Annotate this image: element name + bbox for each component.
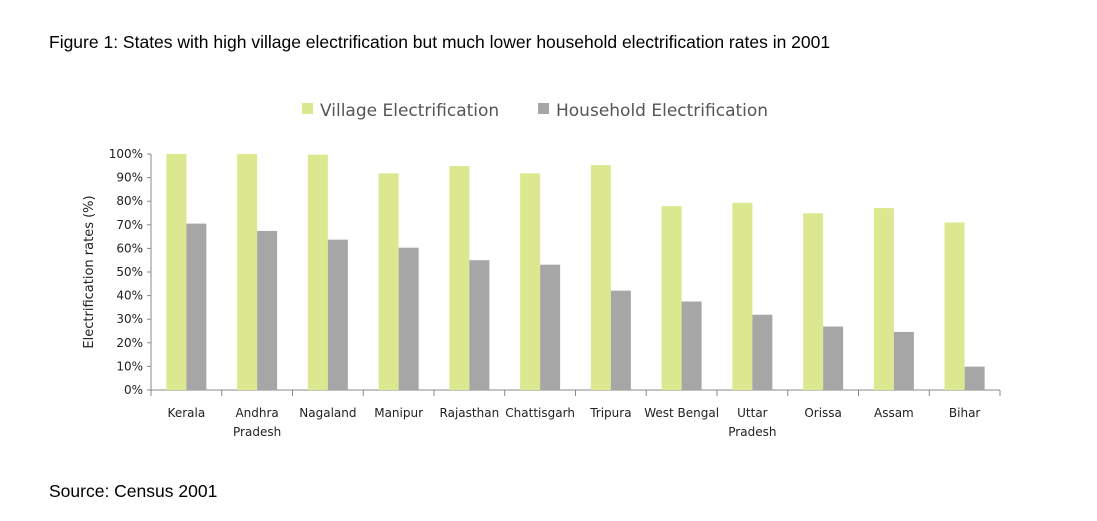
x-category-label: Nagaland bbox=[299, 406, 356, 420]
bar-household-electrification bbox=[610, 290, 631, 390]
y-tick-label: 70% bbox=[116, 218, 143, 232]
bar-village-electrification bbox=[378, 173, 399, 390]
y-tick-label: 90% bbox=[116, 171, 143, 185]
bar-village-electrification bbox=[873, 208, 894, 390]
y-tick-label: 40% bbox=[116, 289, 143, 303]
legend-swatch bbox=[538, 103, 549, 114]
bar-household-electrification bbox=[398, 247, 419, 390]
x-category-label: Kerala bbox=[168, 406, 206, 420]
y-axis-label: Electrification rates (%) bbox=[82, 195, 97, 348]
x-category-label: Uttar bbox=[737, 406, 768, 420]
source-note: Source: Census 2001 bbox=[49, 481, 218, 501]
y-tick-label: 50% bbox=[116, 265, 143, 279]
x-category-label: Pradesh bbox=[728, 425, 776, 439]
bar-household-electrification bbox=[540, 264, 561, 390]
bar-household-electrification bbox=[469, 260, 490, 390]
bar-village-electrification bbox=[944, 222, 965, 390]
legend-swatch bbox=[302, 103, 313, 114]
x-category-label: West Bengal bbox=[644, 406, 719, 420]
bar-household-electrification bbox=[823, 326, 844, 390]
bar-village-electrification bbox=[732, 202, 753, 390]
bar-household-electrification bbox=[964, 366, 985, 390]
y-tick-label: 100% bbox=[109, 147, 143, 161]
bar-village-electrification bbox=[449, 166, 470, 390]
legend-label: Household Electrification bbox=[556, 101, 768, 121]
bar-household-electrification bbox=[893, 331, 914, 390]
y-tick-label: 30% bbox=[116, 312, 143, 326]
y-tick-label: 0% bbox=[124, 383, 143, 397]
y-tick-label: 20% bbox=[116, 336, 143, 350]
x-category-label: Chattisgarh bbox=[505, 406, 575, 420]
x-category-label: Tripura bbox=[589, 406, 631, 420]
bar-village-electrification bbox=[590, 165, 611, 390]
x-category-label: Orissa bbox=[804, 406, 842, 420]
y-tick-label: 80% bbox=[116, 194, 143, 208]
bar-household-electrification bbox=[327, 239, 348, 390]
bar-village-electrification bbox=[307, 154, 328, 390]
y-tick-label: 60% bbox=[116, 241, 143, 255]
x-category-label: Rajasthan bbox=[440, 406, 500, 420]
bar-household-electrification bbox=[681, 301, 702, 390]
x-category-label: Bihar bbox=[949, 406, 981, 420]
bar-village-electrification bbox=[166, 154, 187, 390]
figure-title: Figure 1: States with high village elect… bbox=[49, 32, 831, 52]
bar-household-electrification bbox=[257, 230, 278, 390]
bar-village-electrification bbox=[803, 213, 824, 390]
legend-label: Village Electrification bbox=[320, 101, 499, 121]
bar-household-electrification bbox=[752, 314, 773, 390]
x-category-label: Pradesh bbox=[233, 425, 281, 439]
bar-household-electrification bbox=[186, 223, 207, 390]
bar-village-electrification bbox=[661, 206, 682, 390]
bar-village-electrification bbox=[237, 154, 258, 390]
y-tick-label: 10% bbox=[116, 359, 143, 373]
x-category-label: Assam bbox=[874, 406, 914, 420]
x-category-label: Andhra bbox=[235, 406, 278, 420]
x-category-label: Manipur bbox=[374, 406, 423, 420]
bar-village-electrification bbox=[520, 173, 541, 390]
